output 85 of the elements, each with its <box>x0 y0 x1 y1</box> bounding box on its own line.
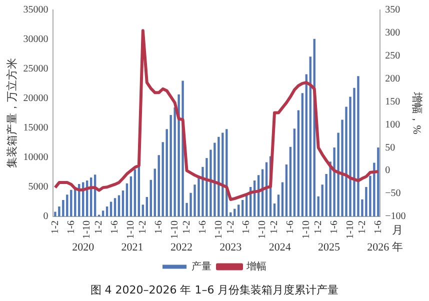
x-tick-label: 1-10 <box>301 220 312 239</box>
x-tick-label: 1-6 <box>153 220 164 234</box>
bar <box>102 210 104 216</box>
y-tick-label: 35000 <box>23 4 48 16</box>
text: 2021 <box>121 242 144 254</box>
bar <box>110 202 112 216</box>
bar <box>285 164 288 216</box>
y-tick-label: 30000 <box>23 34 48 46</box>
y2-tick-label: 50 <box>385 142 396 154</box>
bar <box>106 206 108 216</box>
bar <box>357 76 360 216</box>
bar <box>158 155 160 216</box>
bar <box>293 128 296 216</box>
x-tick-label: 1-6 <box>197 220 208 234</box>
bar <box>130 176 132 216</box>
bar <box>118 195 120 216</box>
x-tick-label: 1-6 <box>241 220 252 234</box>
x-tick-label: 1-10 <box>126 220 137 239</box>
bar <box>146 197 148 216</box>
text: 年 <box>392 240 404 254</box>
bar <box>142 204 144 216</box>
y-tick-label: 5000 <box>28 182 48 193</box>
bar <box>126 183 128 216</box>
legend-label: 增幅 <box>246 260 266 272</box>
x-tick-label: 1-2 <box>356 220 368 234</box>
x-tick-label: 1-6 <box>66 220 77 234</box>
y2-tick-label: −50 <box>385 188 401 200</box>
y-tick-label: 25000 <box>23 64 48 75</box>
bar <box>242 200 244 216</box>
y2-tick-label: 0 <box>385 165 390 176</box>
bar <box>222 132 224 216</box>
x-tick-label: 1-10 <box>257 220 268 239</box>
bar <box>122 190 124 216</box>
bar <box>297 110 300 216</box>
x-tick-label: 1-10 <box>82 220 93 239</box>
y-tick-label: 0 <box>43 211 48 222</box>
bar <box>70 190 72 216</box>
bar <box>150 180 152 216</box>
text: 2025 <box>318 242 340 254</box>
x-tick-label: 1-6 <box>372 220 384 234</box>
text: 2026 <box>367 242 390 254</box>
x-tick-label: 1-6 <box>328 220 340 234</box>
bar <box>234 208 236 216</box>
y2-tick-label: 250 <box>385 50 400 62</box>
x-tick-label: 1-10 <box>344 220 356 239</box>
text: 2020 <box>72 242 95 254</box>
y2-tick-label: 300 <box>385 28 400 39</box>
x-tick-label: 1-2 <box>312 220 324 234</box>
y2-tick-label: −100 <box>385 211 406 222</box>
bar <box>277 194 280 216</box>
x-tick-label: 1-10 <box>169 220 180 239</box>
bar <box>377 147 380 216</box>
y2-tick-label: 150 <box>385 96 400 108</box>
x-tick-label: 1-2 <box>269 220 280 234</box>
x-tick-label: 1-2 <box>138 220 149 234</box>
bar <box>238 204 240 216</box>
y-tick-label: 10000 <box>23 152 48 164</box>
y2-tick-label: 100 <box>385 119 400 130</box>
x-axis-title: 月 <box>392 223 404 236</box>
text: 图 4 2020–2026 年 1–6 月份集装箱月度累计产量 <box>90 283 339 296</box>
y-axis-title: 集装箱产量，万立方米 <box>5 58 18 168</box>
y-tick-label: 15000 <box>23 122 48 134</box>
y2-tick-label: 350 <box>385 4 400 16</box>
text: 2023 <box>220 242 242 254</box>
x-tick-label: 1-2 <box>94 220 105 234</box>
legend-label: 产量 <box>192 260 212 272</box>
bar <box>114 198 116 216</box>
x-tick-label: 1-2 <box>225 220 236 234</box>
bar <box>281 182 284 216</box>
x-tick-label: 1-2 <box>50 220 61 234</box>
bar <box>154 168 156 216</box>
text: 2024 <box>268 242 292 254</box>
x-tick-label: 1-10 <box>213 220 224 239</box>
x-tick-label: 1-6 <box>285 220 296 234</box>
x-tick-label: 1-6 <box>110 220 121 234</box>
bar <box>301 93 304 216</box>
y2-tick-label: 200 <box>385 73 400 84</box>
x-tick-label: 1-2 <box>181 220 192 234</box>
text: 2022 <box>170 242 192 254</box>
y2-axis-title: 增幅，% <box>410 91 423 134</box>
bar <box>134 169 136 216</box>
bar <box>218 136 220 216</box>
y-tick-label: 20000 <box>23 93 48 104</box>
bar <box>273 203 276 216</box>
bar <box>289 146 292 216</box>
